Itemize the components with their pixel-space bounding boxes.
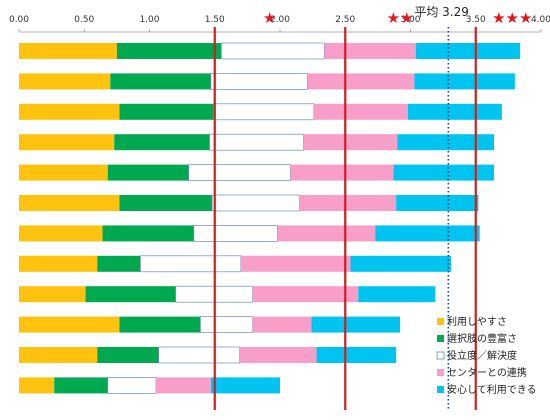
- bar-segment: [299, 195, 397, 211]
- bar-segment: [393, 164, 495, 181]
- annotations: ★ ★★ ★★★平均 3.29: [263, 5, 533, 27]
- bar-segment: [211, 194, 300, 212]
- bar-segment: [119, 316, 201, 333]
- star-marker: ★: [263, 9, 276, 27]
- star-marker: ★★★: [492, 9, 532, 27]
- bar-segment: [396, 195, 479, 211]
- bar-segment: [240, 255, 351, 272]
- reference-lines: [213, 27, 477, 410]
- bar-segment: [397, 134, 495, 151]
- bar-segment: [210, 73, 308, 90]
- bar-segment: [375, 225, 480, 242]
- legend-swatch: [437, 318, 444, 325]
- bar-segment: [114, 134, 210, 151]
- bar-segment: [19, 286, 86, 303]
- x-tick-label: 3.50: [466, 15, 486, 25]
- x-tick-label: 1.00: [139, 15, 159, 25]
- legend-entry: 利用しやすさ: [447, 316, 507, 328]
- bar-segment: [209, 133, 304, 151]
- bar-segment: [19, 164, 108, 181]
- bar-segment: [110, 73, 211, 90]
- average-label: 平均 3.29: [414, 5, 469, 19]
- bars: [19, 42, 521, 394]
- bar-segment: [119, 195, 213, 211]
- bar-segment: [311, 316, 401, 333]
- bar-segment: [188, 164, 291, 181]
- x-tick-label: 4.00: [531, 15, 550, 25]
- bar-segment: [97, 255, 141, 272]
- x-tick-label: 1.50: [205, 15, 225, 25]
- legend-swatch: [437, 369, 444, 376]
- x-tick-label: 0.00: [9, 15, 29, 25]
- bar-segment: [107, 164, 189, 181]
- bar-segment: [239, 347, 317, 363]
- bar-segment: [220, 42, 325, 60]
- x-tick-label: 0.50: [74, 15, 94, 25]
- bar-segment: [252, 286, 359, 303]
- legend-entry: 選択肢の豊富さ: [447, 332, 517, 345]
- bar-segment: [19, 347, 98, 363]
- legend-swatch: [437, 335, 444, 342]
- bar-segment: [210, 377, 280, 394]
- bar-segment: [303, 134, 398, 151]
- bar-segment: [19, 73, 111, 90]
- bar-segment: [213, 103, 315, 121]
- legend-entry: センターとの連携: [447, 366, 527, 379]
- bar-segment: [19, 225, 103, 242]
- legend-entry: 役立度／解決度: [447, 349, 517, 362]
- bar-segment: [85, 286, 176, 303]
- bar-segment: [313, 103, 408, 120]
- bar-segment: [358, 286, 436, 303]
- bar-segment: [193, 225, 278, 242]
- bar-segment: [350, 255, 451, 272]
- x-tick-label: 2.00: [270, 15, 290, 25]
- bar-segment: [19, 377, 55, 394]
- bar-segment: [19, 255, 98, 272]
- bar-segment: [19, 103, 120, 120]
- bar-segment: [158, 346, 240, 364]
- bar-segment: [316, 347, 397, 363]
- bar-segment: [116, 43, 222, 59]
- bar-segment: [97, 347, 159, 363]
- bar-segment: [140, 255, 242, 273]
- bar-segment: [277, 225, 376, 242]
- x-axis: 0.00 0.50 1.00 1.50 2.00 2.50 3.00 3.50 4.00: [9, 15, 550, 33]
- bar-segment: [324, 43, 416, 59]
- bar-segment: [54, 377, 108, 394]
- bar-segment: [119, 103, 214, 120]
- bar-segment: [19, 316, 120, 333]
- x-tick-label: 3.00: [400, 15, 420, 25]
- bar-segment: [307, 73, 415, 90]
- legend-swatch: [436, 351, 445, 360]
- star-marker: ★★: [387, 9, 414, 27]
- bar-segment: [156, 377, 211, 394]
- bar-segment: [200, 316, 253, 333]
- bar-segment: [19, 195, 120, 211]
- legend-swatch: [437, 386, 444, 393]
- bar-segment: [107, 377, 157, 394]
- bar-segment: [414, 73, 515, 90]
- bar-segment: [19, 134, 115, 151]
- bar-segment: [102, 225, 194, 242]
- x-tick-label: 2.50: [335, 15, 355, 25]
- bar-segment: [19, 43, 117, 59]
- bar-segment: [252, 316, 312, 333]
- bar-segment: [290, 164, 394, 181]
- bar-segment: [407, 103, 502, 120]
- legend-entry: 安心して利用できる: [447, 383, 537, 396]
- bar-segment: [415, 43, 521, 59]
